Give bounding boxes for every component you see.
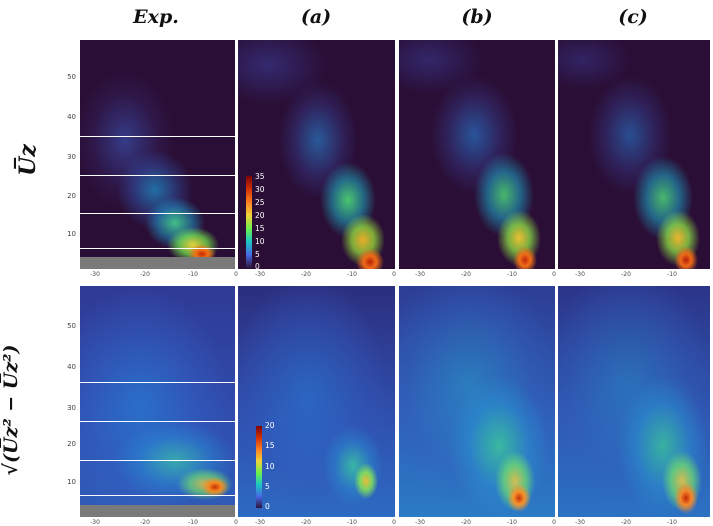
reference-line (80, 136, 235, 137)
panel-a-mean: 35 30 25 20 15 10 5 0 (238, 40, 395, 269)
x-tick: -10 (507, 271, 517, 278)
colorbar-tick: 10 (255, 237, 265, 246)
panel-b-rms (399, 286, 555, 517)
panel-b-mean (399, 40, 555, 269)
x-tick: -20 (461, 271, 471, 278)
x-tick: -20 (621, 519, 631, 526)
y-tick-30-bottom: 30 (67, 404, 76, 412)
panel-a-rms: 20 15 10 5 0 (238, 286, 395, 517)
x-tick: -10 (347, 519, 357, 526)
y-tick-10-bottom: 10 (67, 478, 76, 486)
colorbar-bottom (256, 426, 262, 508)
x-tick: -20 (301, 519, 311, 526)
x-tick: -20 (461, 519, 471, 526)
x-tick: -30 (575, 519, 585, 526)
y-tick-40-top: 40 (67, 113, 76, 121)
x-tick: -30 (255, 519, 265, 526)
panel-exp-rms (80, 286, 235, 517)
reference-line (80, 460, 235, 461)
reference-line (80, 175, 235, 176)
x-tick: -30 (415, 271, 425, 278)
reference-line (80, 213, 235, 214)
field-exp-rms (80, 286, 235, 517)
field-c-mean (558, 40, 710, 269)
field-c-rms (558, 286, 710, 517)
column-header-a: (a) (300, 6, 332, 28)
x-tick: -30 (90, 519, 100, 526)
x-tick: -20 (621, 271, 631, 278)
colorbar-tick: 30 (255, 185, 265, 194)
colorbar-tick: 15 (265, 441, 275, 450)
colorbar-tick: 20 (265, 421, 275, 430)
x-tick: -30 (575, 271, 585, 278)
row-label-mean: U̅z (15, 144, 41, 176)
panel-c-rms (558, 286, 710, 517)
panel-c-mean (558, 40, 710, 269)
colorbar-tick: 25 (255, 198, 265, 207)
y-tick-40-bottom: 40 (67, 363, 76, 371)
x-tick: 0 (392, 271, 396, 278)
x-tick: -20 (301, 271, 311, 278)
x-tick: -30 (90, 271, 100, 278)
x-tick: -10 (188, 271, 198, 278)
field-a-rms (238, 286, 395, 517)
field-a-mean (238, 40, 395, 269)
x-tick: -10 (507, 519, 517, 526)
colorbar-tick: 20 (255, 211, 265, 220)
colorbar-tick: 0 (255, 262, 260, 269)
colorbar-top (246, 176, 252, 268)
x-tick: -30 (415, 519, 425, 526)
panel-exp-mean (80, 40, 235, 269)
reference-line (80, 421, 235, 422)
field-b-rms (399, 286, 555, 517)
y-tick-20-bottom: 20 (67, 440, 76, 448)
y-tick-10-top: 10 (67, 230, 76, 238)
x-tick: 0 (234, 519, 238, 526)
floor-region (80, 257, 235, 269)
reference-line (80, 495, 235, 496)
x-tick: -10 (667, 519, 677, 526)
x-tick: 0 (392, 519, 396, 526)
colorbar-tick: 5 (255, 250, 260, 259)
x-tick: -10 (667, 271, 677, 278)
reference-line (80, 248, 235, 249)
floor-region (80, 505, 235, 517)
y-tick-50-top: 50 (67, 73, 76, 81)
x-tick: -10 (347, 271, 357, 278)
x-tick: -20 (140, 271, 150, 278)
colorbar-tick: 15 (255, 224, 265, 233)
colorbar-tick: 35 (255, 172, 265, 181)
x-tick: -30 (255, 271, 265, 278)
x-tick: -10 (188, 519, 198, 526)
reference-line (80, 382, 235, 383)
field-b-mean (399, 40, 555, 269)
y-tick-20-top: 20 (67, 192, 76, 200)
column-header-c: (c) (618, 6, 648, 28)
column-header-b: (b) (461, 6, 493, 28)
x-tick: 0 (234, 271, 238, 278)
y-tick-30-top: 30 (67, 153, 76, 161)
x-tick: 0 (552, 271, 556, 278)
colorbar-tick: 0 (265, 502, 270, 511)
colorbar-tick: 5 (265, 482, 270, 491)
row-label-rms: √(U̅z² − U̅z²) (0, 344, 22, 476)
field-exp-mean (80, 40, 235, 269)
x-tick: -20 (140, 519, 150, 526)
colorbar-tick: 10 (265, 462, 275, 471)
column-header-exp: Exp. (133, 6, 179, 28)
x-tick: 0 (552, 519, 556, 526)
y-tick-50-bottom: 50 (67, 322, 76, 330)
